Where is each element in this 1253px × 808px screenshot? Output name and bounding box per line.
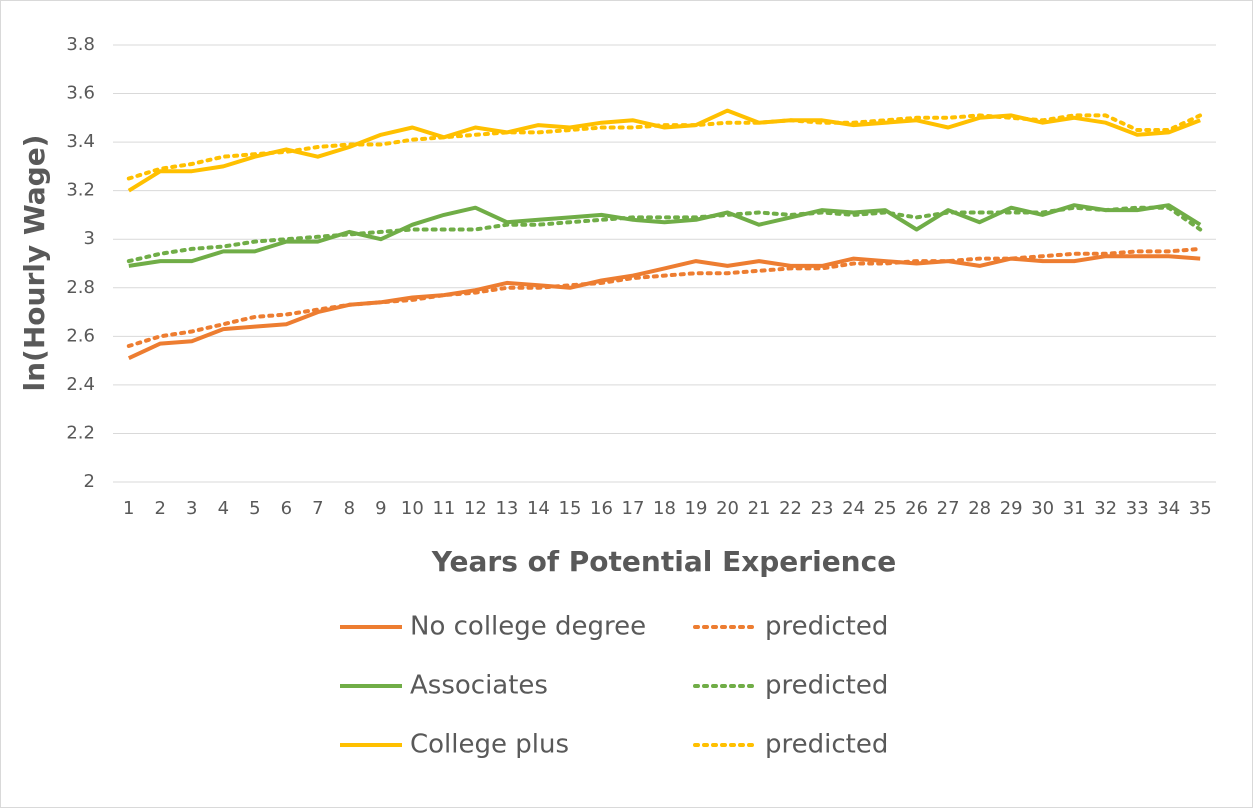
legend-label: Associates (410, 671, 548, 701)
legend-label: College plus (410, 730, 569, 760)
y-axis-title: ln(Hourly Wage) (18, 135, 51, 392)
x-tick-label: 27 (937, 498, 960, 519)
series-line (128, 203, 1202, 268)
y-tick-label: 2.4 (66, 374, 95, 395)
x-tick-label: 25 (874, 498, 897, 519)
x-tick-label: 21 (748, 498, 771, 519)
x-tick-label: 19 (685, 498, 708, 519)
x-tick-label: 1 (123, 498, 134, 519)
y-tick-label: 3 (84, 228, 95, 249)
x-tick-label: 26 (905, 498, 928, 519)
x-tick-label: 22 (779, 498, 802, 519)
series-line (126, 113, 1203, 181)
series-line (127, 108, 1201, 193)
x-tick-label: 11 (432, 498, 455, 519)
x-tick-label: 6 (281, 498, 292, 519)
x-tick-label: 4 (218, 498, 229, 519)
x-tick-label: 7 (312, 498, 323, 519)
x-tick-label: 2 (155, 498, 166, 519)
x-tick-label: 8 (344, 498, 355, 519)
legend-label: predicted (765, 730, 888, 760)
x-tick-label: 30 (1031, 498, 1054, 519)
x-tick-label: 12 (464, 498, 487, 519)
x-tick-label: 15 (559, 498, 582, 519)
x-tick-label: 14 (527, 498, 550, 519)
x-axis-title: Years of Potential Experience (431, 545, 896, 578)
y-tick-label: 3.4 (66, 131, 95, 152)
series-line (126, 205, 1203, 264)
x-tick-label: 35 (1189, 498, 1212, 519)
x-tick-label: 20 (716, 498, 739, 519)
y-tick-label: 3.8 (66, 34, 95, 55)
x-tick-label: 34 (1157, 498, 1180, 519)
x-tick-label: 10 (401, 498, 424, 519)
x-tick-label: 13 (495, 498, 518, 519)
x-tick-label: 33 (1126, 498, 1149, 519)
x-tick-label: 28 (968, 498, 991, 519)
x-tick-label: 23 (811, 498, 834, 519)
x-tick-label: 3 (186, 498, 197, 519)
x-tick-label: 16 (590, 498, 613, 519)
x-tick-label: 9 (375, 498, 386, 519)
x-tick-label: 29 (1000, 498, 1023, 519)
y-tick-label: 3.6 (66, 83, 95, 104)
y-tick-label: 2 (84, 471, 95, 492)
series-line (126, 246, 1203, 348)
y-tick-label: 2.8 (66, 277, 95, 298)
y-tick-label: 2.2 (66, 422, 95, 443)
x-tick-label: 31 (1063, 498, 1086, 519)
legend-label: predicted (765, 612, 888, 642)
x-tick-label: 32 (1094, 498, 1117, 519)
x-tick-label: 5 (249, 498, 260, 519)
x-tick-label: 24 (842, 498, 865, 519)
x-tick-label: 18 (653, 498, 676, 519)
y-tick-label: 3.2 (66, 180, 95, 201)
legend-label: predicted (765, 671, 888, 701)
y-tick-label: 2.6 (66, 325, 95, 346)
x-tick-label: 17 (622, 498, 645, 519)
legend-label: No college degree (410, 612, 646, 642)
